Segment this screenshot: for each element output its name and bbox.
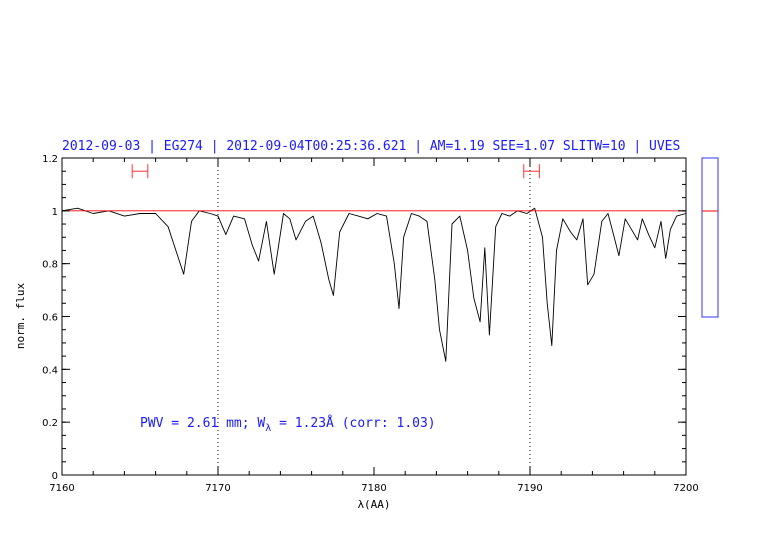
y-axis: 0 0.2 0.4 0.6 0.8 1 1.2 (42, 154, 686, 482)
y-tick-label: 0.8 (42, 260, 58, 271)
plot-area (61, 158, 687, 475)
x-tick-label: 7200 (673, 483, 698, 494)
y-tick-label: 1 (52, 207, 58, 218)
chart-title: 2012-09-03 | EG274 | 2012-09-04T00:25:36… (62, 139, 680, 154)
pwv-annotation-prefix: PWV = 2.61 mm; W (140, 416, 265, 431)
y-axis-label: norm. flux (14, 283, 27, 350)
x-tick-label: 7160 (49, 483, 74, 494)
y-tick-label: 0.6 (42, 313, 58, 324)
y-tick-label: 0.2 (42, 418, 58, 429)
x-tick-label: 7180 (361, 483, 386, 494)
y-tick-label: 0.4 (42, 365, 58, 376)
spectrum-line (61, 207, 687, 362)
side-panel (701, 157, 719, 318)
x-tick-label: 7190 (517, 483, 542, 494)
pwv-annotation-subscript: λ (265, 423, 271, 434)
y-tick-label: 1.2 (42, 154, 58, 165)
y-tick-label: 0 (52, 471, 58, 482)
pwv-annotation: PWV = 2.61 mm; Wλ = 1.23Å (corr: 1.03) (140, 415, 436, 434)
range-marker-1 (523, 164, 540, 179)
pwv-annotation-suffix: = 1.23Å (corr: 1.03) (271, 415, 435, 431)
x-axis-label: λ(AA) (357, 498, 390, 511)
x-tick-label: 7170 (205, 483, 230, 494)
x-axis: 7160 7170 7180 7190 7200 (49, 158, 699, 494)
range-marker-0 (131, 164, 149, 179)
side-panel-frame (701, 157, 719, 318)
